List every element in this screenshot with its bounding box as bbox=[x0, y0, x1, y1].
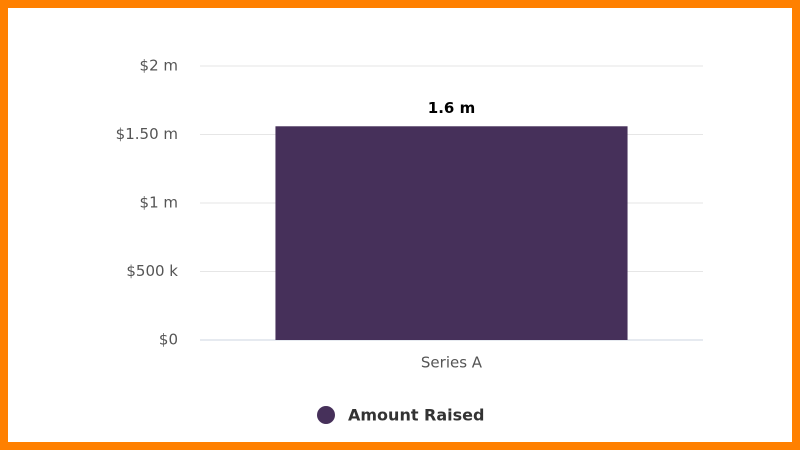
y-tick-label: $1.50 m bbox=[116, 125, 178, 143]
y-tick-label: $0 bbox=[159, 331, 178, 349]
y-tick-label: $500 k bbox=[126, 262, 178, 280]
y-tick-label: $2 m bbox=[140, 57, 178, 75]
data-label: 1.6 m bbox=[428, 99, 475, 117]
y-tick-label: $1 m bbox=[140, 194, 178, 212]
legend-marker bbox=[317, 406, 335, 424]
x-tick-label: Series A bbox=[421, 354, 483, 372]
bar bbox=[275, 126, 628, 340]
legend-label: Amount Raised bbox=[348, 406, 484, 425]
